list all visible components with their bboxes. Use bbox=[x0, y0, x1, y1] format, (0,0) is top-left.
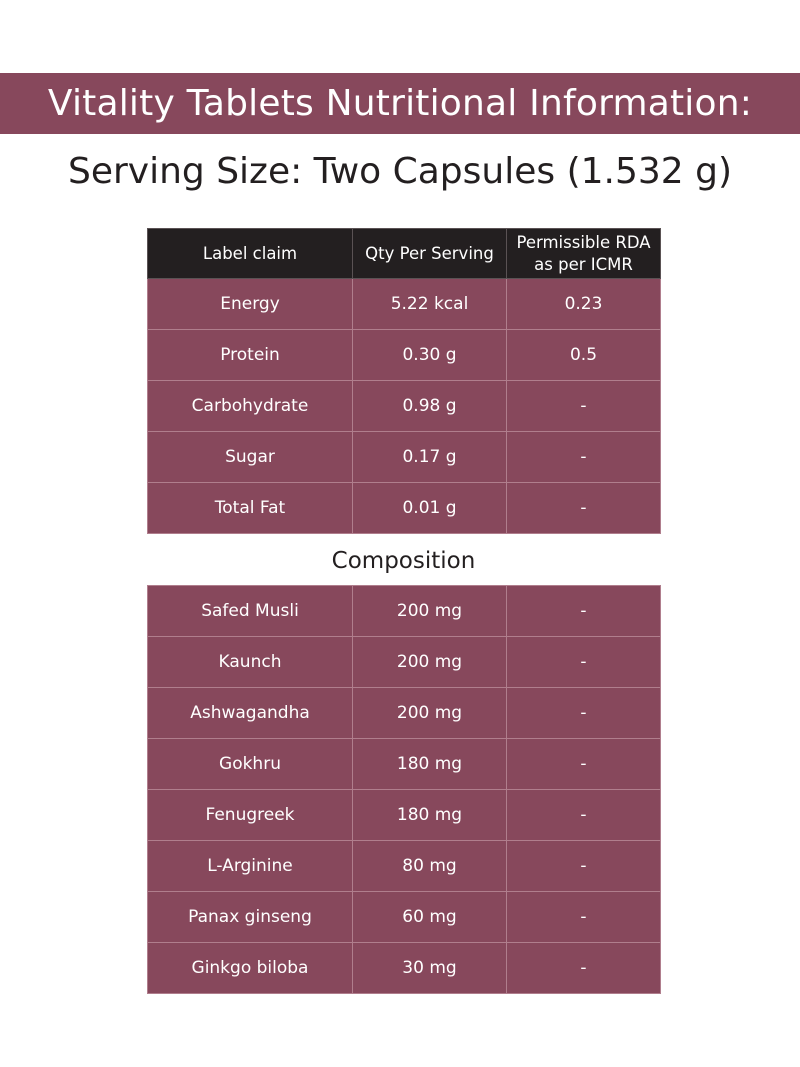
qty-cell: 5.22 kcal bbox=[352, 278, 507, 330]
composition-table: Safed Musli 200 mg - Kaunch 200 mg - Ash… bbox=[147, 585, 661, 994]
qty-cell: 200 mg bbox=[352, 687, 507, 739]
rda-cell: - bbox=[506, 840, 661, 892]
ingredient-cell: Gokhru bbox=[147, 738, 353, 790]
qty-cell: 0.17 g bbox=[352, 431, 507, 483]
label-claim-cell: Protein bbox=[147, 329, 353, 381]
rda-cell: - bbox=[506, 431, 661, 483]
table-row: Safed Musli 200 mg - bbox=[147, 585, 661, 637]
column-header-label-claim: Label claim bbox=[147, 228, 353, 279]
ingredient-cell: L-Arginine bbox=[147, 840, 353, 892]
label-claim-cell: Sugar bbox=[147, 431, 353, 483]
rda-cell: - bbox=[506, 585, 661, 637]
composition-heading: Composition bbox=[331, 548, 476, 574]
table-header-row: Label claim Qty Per Serving Permissible … bbox=[147, 228, 661, 279]
table-row: Ashwagandha 200 mg - bbox=[147, 687, 661, 739]
rda-cell: - bbox=[506, 942, 661, 994]
rda-cell: - bbox=[506, 687, 661, 739]
nutrition-table: Label claim Qty Per Serving Permissible … bbox=[147, 228, 661, 534]
qty-cell: 30 mg bbox=[352, 942, 507, 994]
table-row: Sugar 0.17 g - bbox=[147, 431, 661, 483]
column-header-qty-per-serving: Qty Per Serving bbox=[352, 228, 507, 279]
qty-cell: 0.01 g bbox=[352, 482, 507, 534]
rda-cell: - bbox=[506, 636, 661, 688]
title-banner: Vitality Tablets Nutritional Information… bbox=[0, 73, 800, 134]
qty-cell: 80 mg bbox=[352, 840, 507, 892]
ingredient-cell: Fenugreek bbox=[147, 789, 353, 841]
table-row: Panax ginseng 60 mg - bbox=[147, 891, 661, 943]
qty-cell: 60 mg bbox=[352, 891, 507, 943]
qty-cell: 180 mg bbox=[352, 789, 507, 841]
table-row: Protein 0.30 g 0.5 bbox=[147, 329, 661, 381]
rda-cell: 0.5 bbox=[506, 329, 661, 381]
ingredient-cell: Safed Musli bbox=[147, 585, 353, 637]
table-row: Gokhru 180 mg - bbox=[147, 738, 661, 790]
rda-cell: - bbox=[506, 380, 661, 432]
ingredient-cell: Ginkgo biloba bbox=[147, 942, 353, 994]
table-row: Ginkgo biloba 30 mg - bbox=[147, 942, 661, 994]
qty-cell: 200 mg bbox=[352, 585, 507, 637]
ingredient-cell: Panax ginseng bbox=[147, 891, 353, 943]
rda-cell: - bbox=[506, 789, 661, 841]
rda-cell: - bbox=[506, 482, 661, 534]
table-row: Carbohydrate 0.98 g - bbox=[147, 380, 661, 432]
table-row: Energy 5.22 kcal 0.23 bbox=[147, 278, 661, 330]
label-claim-cell: Total Fat bbox=[147, 482, 353, 534]
qty-cell: 200 mg bbox=[352, 636, 507, 688]
column-header-rda: Permissible RDA as per ICMR bbox=[506, 228, 661, 279]
serving-size-heading: Serving Size: Two Capsules (1.532 g) bbox=[67, 151, 733, 192]
qty-cell: 180 mg bbox=[352, 738, 507, 790]
ingredient-cell: Ashwagandha bbox=[147, 687, 353, 739]
table-row: Total Fat 0.01 g - bbox=[147, 482, 661, 534]
rda-cell: 0.23 bbox=[506, 278, 661, 330]
qty-cell: 0.30 g bbox=[352, 329, 507, 381]
rda-cell: - bbox=[506, 891, 661, 943]
rda-cell: - bbox=[506, 738, 661, 790]
label-claim-cell: Carbohydrate bbox=[147, 380, 353, 432]
table-row: Fenugreek 180 mg - bbox=[147, 789, 661, 841]
label-claim-cell: Energy bbox=[147, 278, 353, 330]
table-row: Kaunch 200 mg - bbox=[147, 636, 661, 688]
ingredient-cell: Kaunch bbox=[147, 636, 353, 688]
table-row: L-Arginine 80 mg - bbox=[147, 840, 661, 892]
qty-cell: 0.98 g bbox=[352, 380, 507, 432]
